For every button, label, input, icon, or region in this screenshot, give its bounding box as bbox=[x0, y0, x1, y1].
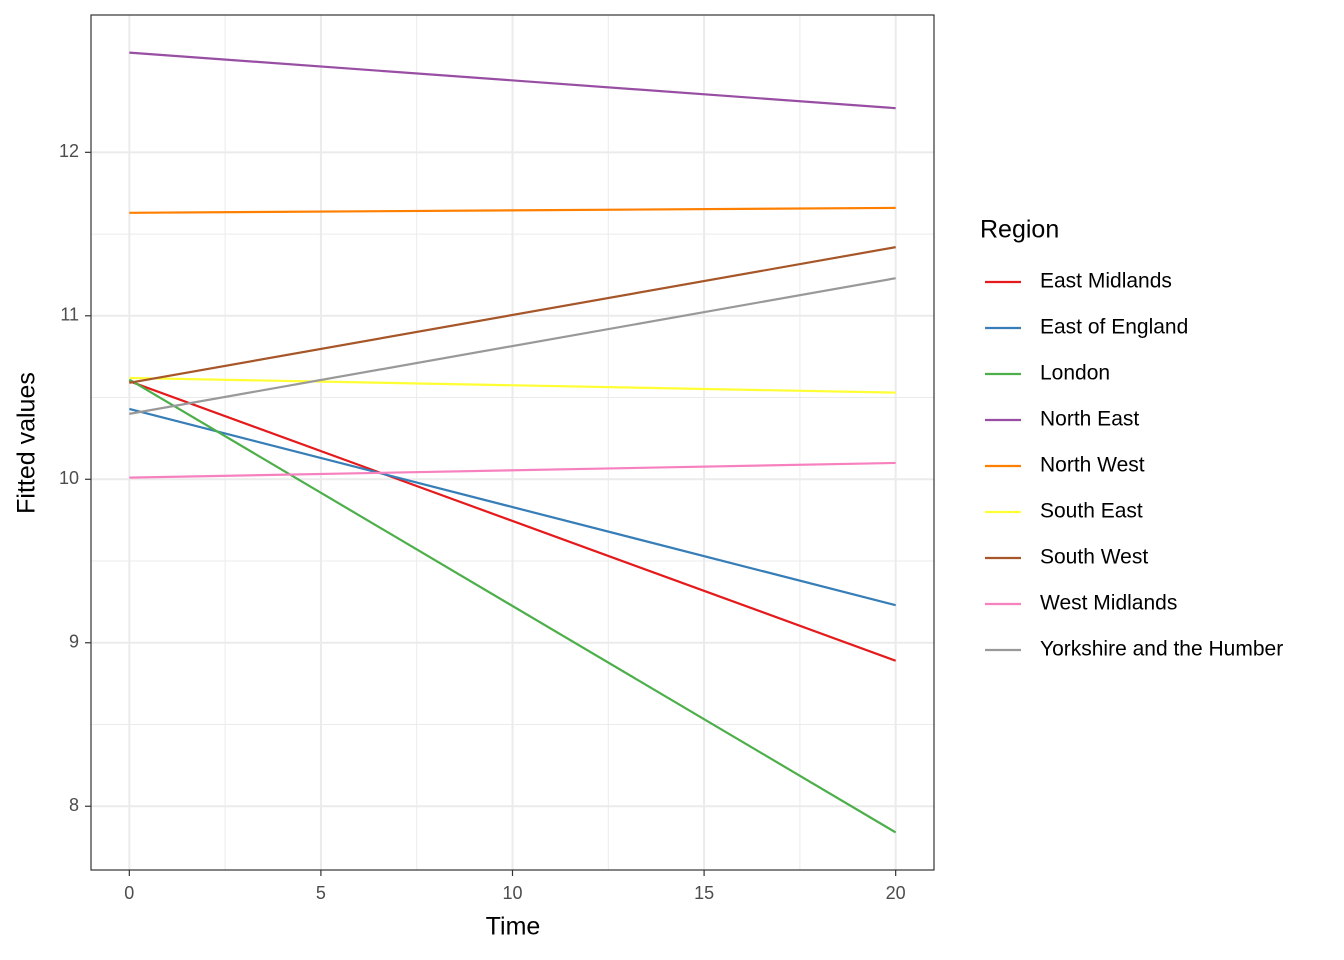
y-tick-label: 9 bbox=[69, 632, 79, 652]
x-tick-label: 15 bbox=[694, 883, 714, 903]
legend-label: South East bbox=[1040, 500, 1143, 523]
y-axis-title: Fitted values bbox=[13, 372, 41, 514]
x-tick-label: 10 bbox=[502, 883, 522, 903]
legend-label: East Midlands bbox=[1040, 270, 1172, 293]
series-line bbox=[129, 407, 896, 607]
legend-title: Region bbox=[980, 216, 1059, 244]
series-line bbox=[129, 277, 896, 415]
y-tick-label: 8 bbox=[69, 795, 79, 815]
x-axis-title: Time bbox=[486, 913, 541, 941]
y-tick-label: 12 bbox=[59, 141, 79, 161]
legend-label: Yorkshire and the Humber bbox=[1040, 638, 1283, 661]
y-tick-label: 10 bbox=[59, 468, 79, 488]
axes: 0 5 10 15 20 8 9 10 11 12 bbox=[59, 141, 906, 903]
legend-label: East of England bbox=[1040, 316, 1188, 339]
legend-label: North East bbox=[1040, 408, 1139, 431]
legend-label: South West bbox=[1040, 546, 1148, 569]
y-tick-label: 11 bbox=[60, 305, 79, 325]
grid bbox=[91, 15, 934, 870]
series-line bbox=[128, 380, 897, 662]
legend-label: West Midlands bbox=[1040, 592, 1177, 615]
legend-label: London bbox=[1040, 362, 1110, 385]
series-line bbox=[129, 246, 896, 384]
legend-label: North West bbox=[1040, 454, 1145, 477]
legend: Region East Midlands East of England Londo… bbox=[980, 216, 1283, 661]
series-line bbox=[129, 376, 896, 394]
x-tick-label: 0 bbox=[124, 883, 134, 903]
series-line bbox=[129, 206, 896, 214]
series-line bbox=[128, 378, 897, 834]
lines bbox=[128, 51, 897, 834]
x-tick-label: 20 bbox=[886, 883, 906, 903]
series-line bbox=[129, 51, 896, 110]
x-tick-label: 5 bbox=[316, 883, 326, 903]
series-line bbox=[129, 461, 896, 479]
